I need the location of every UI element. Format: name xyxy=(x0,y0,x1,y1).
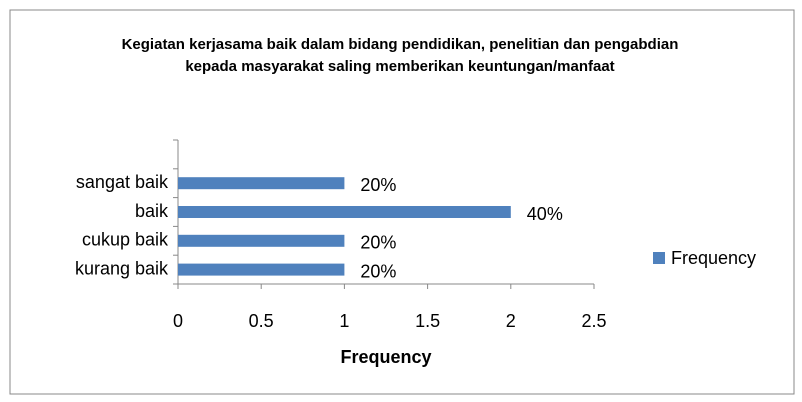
bar xyxy=(178,234,345,247)
x-tick-label: 2 xyxy=(506,311,516,331)
y-tick-label: baik xyxy=(135,201,169,221)
y-tick-label: cukup baik xyxy=(82,230,169,250)
x-tick-label: 0.5 xyxy=(249,311,274,331)
chart-border xyxy=(9,9,795,395)
data-label: 40% xyxy=(527,204,563,224)
y-tick-label: sangat baik xyxy=(76,172,169,192)
x-tick-label: 0 xyxy=(173,311,183,331)
bar xyxy=(178,263,345,276)
x-axis-label: Frequency xyxy=(340,347,431,367)
data-label: 20% xyxy=(360,175,396,195)
bar xyxy=(178,177,345,190)
legend-label: Frequency xyxy=(671,248,756,268)
x-tick-label: 1.5 xyxy=(415,311,440,331)
x-tick-label: 2.5 xyxy=(581,311,606,331)
y-tick-label: kurang baik xyxy=(75,258,169,278)
data-label: 20% xyxy=(360,261,396,281)
bar xyxy=(178,206,511,218)
legend-swatch xyxy=(653,252,665,264)
x-tick-label: 1 xyxy=(339,311,349,331)
data-label: 20% xyxy=(360,233,396,253)
chart-title: Kegiatan kerjasama baik dalam bidang pen… xyxy=(121,36,679,75)
